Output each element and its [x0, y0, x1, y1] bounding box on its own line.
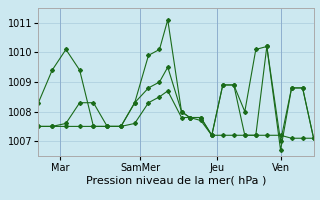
- X-axis label: Pression niveau de la mer( hPa ): Pression niveau de la mer( hPa ): [86, 176, 266, 186]
